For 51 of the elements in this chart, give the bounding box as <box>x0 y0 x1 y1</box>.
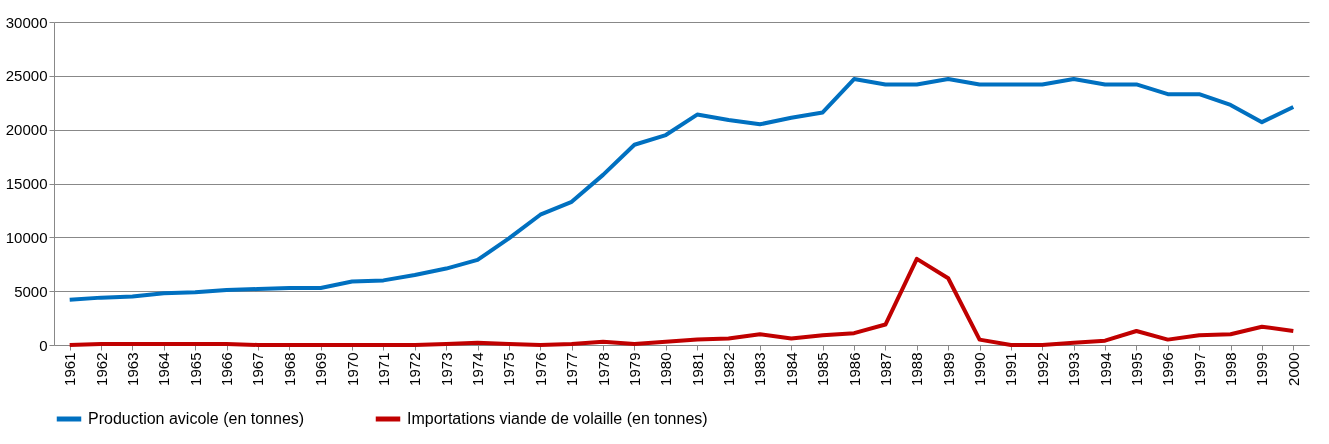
y-tick-label: 15000 <box>5 175 48 192</box>
x-tick-label: 1969 <box>312 352 330 386</box>
x-tick-label: 1985 <box>814 352 832 386</box>
x-tick-label: 1979 <box>625 352 643 386</box>
x-tick-label: 1975 <box>500 352 518 386</box>
x-tick-label: 2000 <box>1284 352 1302 386</box>
x-tick-label: 1965 <box>186 352 204 386</box>
x-tick-label: 1995 <box>1127 352 1145 386</box>
x-tick-label: 1980 <box>657 352 675 386</box>
x-tick-label: 1962 <box>92 352 110 386</box>
x-tick-label: 1968 <box>280 352 298 386</box>
y-tick-label: 25000 <box>5 67 48 85</box>
y-tick-label: 20000 <box>5 121 48 139</box>
x-tick-label: 1991 <box>1002 352 1020 386</box>
x-tick-label: 1982 <box>720 352 738 386</box>
y-tick-label: 30000 <box>5 13 48 31</box>
x-tick-label: 1990 <box>971 352 989 386</box>
x-tick-label: 1996 <box>1159 352 1177 386</box>
x-tick-label: 1974 <box>469 352 487 386</box>
x-tick-label: 1964 <box>155 352 173 386</box>
x-tick-label: 1994 <box>1096 352 1114 386</box>
legend-label: Production avicole (en tonnes) <box>88 410 305 427</box>
x-tick-label: 1973 <box>437 352 455 386</box>
x-tick-label: 1997 <box>1190 352 1208 386</box>
x-tick-label: 1981 <box>688 352 706 386</box>
x-tick-label: 1961 <box>61 352 79 386</box>
line-series <box>67 256 1296 347</box>
x-tick-label: 1976 <box>531 352 549 386</box>
x-tick-label: 1978 <box>594 352 612 386</box>
x-tick-label: 1967 <box>249 352 267 386</box>
x-tick-label: 1989 <box>939 352 957 386</box>
legend-label: Importations viande de volaille (en tonnes) <box>407 410 708 427</box>
y-tick-label: 10000 <box>5 228 48 246</box>
x-tick-label: 1966 <box>218 352 236 386</box>
x-tick-label: 1987 <box>876 352 894 386</box>
x-tick-label: 1972 <box>406 352 424 386</box>
x-tick-label: 1986 <box>845 352 863 386</box>
x-tick-label: 1971 <box>374 352 392 386</box>
y-tick-label: 5000 <box>14 282 48 300</box>
x-tick-label: 1988 <box>908 352 926 386</box>
x-tick-label: 1984 <box>782 352 800 386</box>
x-tick-label: 1999 <box>1253 352 1271 386</box>
x-tick-label: 1993 <box>1065 352 1083 386</box>
line-series <box>67 77 1296 302</box>
x-tick-label: 1983 <box>751 352 769 386</box>
y-tick-label: 0 <box>39 336 48 354</box>
x-tick-label: 1998 <box>1222 352 1240 386</box>
x-tick-label: 1977 <box>563 352 581 386</box>
x-tick-label: 1963 <box>123 352 141 386</box>
x-tick-label: 1992 <box>1033 352 1051 386</box>
x-tick-label: 1970 <box>343 352 361 386</box>
